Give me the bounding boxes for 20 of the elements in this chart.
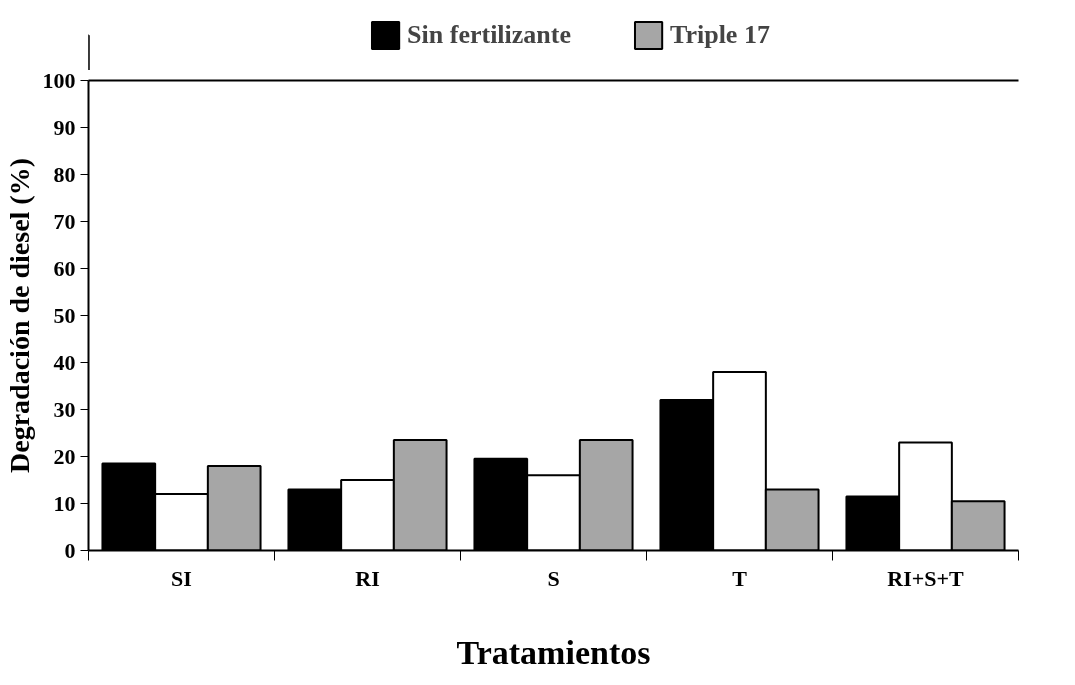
y-tick-label: 10 xyxy=(53,490,76,516)
y-tick-label: 100 xyxy=(42,67,76,93)
y-tick-label: 90 xyxy=(53,114,76,140)
x-tick-label: T xyxy=(732,565,748,591)
y-tick-label: 80 xyxy=(53,161,76,187)
y-tick-label: 0 xyxy=(64,537,76,563)
y-tick-label: 60 xyxy=(53,255,76,281)
legend-label: Triple 17 xyxy=(670,20,770,50)
y-tick-label: 50 xyxy=(53,302,76,328)
x-tick-label: RI xyxy=(355,565,380,591)
y-axis-title: Degradación de diesel (%) xyxy=(3,158,35,473)
y-tick-label: 70 xyxy=(53,208,76,234)
x-tick-label: SI xyxy=(171,565,192,591)
x-tick-label: RI+S+T xyxy=(887,565,965,591)
y-tick-label: 20 xyxy=(53,443,76,469)
legend-label: Sin fertilizante xyxy=(407,20,572,50)
y-tick-label: 30 xyxy=(53,396,76,422)
x-axis-title: Tratamientos xyxy=(456,633,651,671)
y-tick-label: 40 xyxy=(53,349,76,375)
x-tick-label: S xyxy=(547,565,560,591)
